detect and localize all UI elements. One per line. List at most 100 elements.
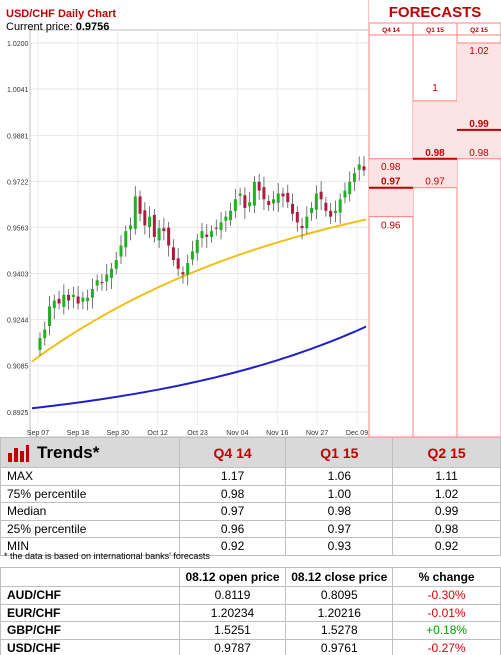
- candle: [129, 217, 133, 241]
- x-tick-label: Nov 16: [266, 430, 288, 437]
- candle-body: [62, 294, 66, 307]
- percent-change: +0.18%: [392, 621, 501, 640]
- candle-body: [348, 181, 352, 195]
- percent-change: -0.27%: [392, 638, 501, 655]
- trends-heading-cell: Trends*: [0, 437, 180, 468]
- candle-body: [95, 280, 99, 286]
- candle-body: [338, 199, 342, 213]
- candle: [219, 212, 223, 240]
- trends-value: 0.98: [178, 484, 287, 503]
- chart-area: 1.0200 1.0041 0.9881 0.9722 0.9563 0.9403 0.92…: [6, 0, 501, 438]
- candle-body: [90, 289, 94, 298]
- candle-body: [48, 306, 52, 327]
- pair: AUD/CHF: [0, 586, 180, 605]
- forecast-heading-bg: [369, 0, 501, 23]
- current-price: Current price: 0.9756: [6, 21, 109, 33]
- candle-body: [195, 239, 199, 254]
- x-tick-label: Dec 09: [346, 430, 368, 437]
- candle-body: [167, 227, 171, 246]
- candle-body: [329, 210, 333, 217]
- candle-body: [229, 210, 233, 221]
- trends-row: MAX 1.17 1.06 1.11: [0, 467, 501, 486]
- trends-value: 0.96: [178, 519, 287, 538]
- trends-row-label: 75% percentile: [0, 484, 180, 503]
- y-tick-label: 0.9403: [7, 272, 29, 279]
- candle: [267, 195, 271, 211]
- current-price-value: 0.9756: [75, 21, 110, 33]
- candle-body: [357, 164, 361, 170]
- candle-body: [252, 181, 256, 206]
- candle: [214, 219, 218, 236]
- trends-row: Median 0.97 0.98 0.99: [0, 502, 501, 521]
- candle-body: [186, 262, 190, 275]
- candle-body: [157, 228, 161, 241]
- candle-body: [219, 222, 223, 230]
- candle-body: [152, 214, 156, 237]
- candle: [324, 196, 328, 217]
- candle-body: [200, 231, 204, 239]
- trends-value: 0.98: [392, 519, 501, 538]
- candle: [181, 266, 185, 284]
- trends-table: Trends* Q4 14 Q1 15 Q2 15 MAX 1.17 1.06 1.1…: [0, 437, 501, 556]
- candle-body: [176, 258, 180, 269]
- x-tick-label: Sep 18: [67, 430, 89, 437]
- candle-body: [257, 181, 261, 191]
- trends-heading: Trends*: [37, 442, 100, 462]
- trends-row: 75% percentile 0.98 1.00 1.02: [0, 484, 501, 503]
- changes-col-pair: [0, 567, 180, 587]
- candle-body: [114, 260, 118, 269]
- trends-col-q2-15: Q2 15: [392, 437, 501, 468]
- forecast-max-label: 1.02: [469, 46, 489, 57]
- candle-body: [162, 228, 166, 232]
- candle: [133, 185, 137, 235]
- candle: [271, 191, 275, 211]
- candle-body: [333, 210, 337, 214]
- forecast-median-label: 0.98: [425, 148, 445, 159]
- candle: [109, 262, 113, 289]
- candle: [38, 332, 42, 356]
- forecast-median-label: 0.99: [469, 119, 489, 130]
- candle: [57, 290, 61, 310]
- changes-col-close: 08.12 close price: [285, 567, 394, 587]
- candle: [338, 193, 342, 224]
- candle-body: [262, 187, 266, 200]
- trends-value: 0.99: [392, 502, 501, 521]
- candle-body: [362, 166, 366, 171]
- candle-body: [129, 225, 133, 230]
- candle-body: [205, 234, 209, 237]
- candle: [224, 210, 228, 232]
- candle-body: [143, 210, 147, 226]
- candle: [310, 202, 314, 221]
- candle-body: [119, 245, 123, 257]
- trends-value: 0.98: [285, 502, 394, 521]
- open-price: 1.20234: [178, 603, 287, 622]
- trends-row-label: MAX: [0, 467, 180, 486]
- candle-body: [319, 191, 323, 200]
- changes-row: GBP/CHF 1.5251 1.5278 +0.18%: [0, 621, 501, 640]
- candle: [162, 217, 166, 241]
- candle-body: [109, 268, 113, 279]
- candle-body: [324, 202, 328, 211]
- candle-body: [243, 195, 247, 208]
- candle: [210, 225, 214, 243]
- candle: [276, 183, 280, 213]
- percent-change: -0.01%: [392, 603, 501, 622]
- candle: [362, 155, 366, 177]
- open-price: 0.8119: [178, 586, 287, 605]
- pair: GBP/CHF: [0, 621, 180, 640]
- y-tick-label: 0.9881: [7, 133, 29, 140]
- candle: [52, 294, 56, 320]
- candle: [86, 289, 90, 311]
- y-tick-label: 0.9563: [7, 225, 29, 232]
- candle: [81, 291, 85, 310]
- candle: [291, 193, 295, 222]
- candle: [248, 191, 252, 213]
- candle-body: [224, 216, 228, 221]
- forecast-col-label: Q1 15: [426, 27, 444, 34]
- candle: [152, 209, 156, 243]
- candle-body: [71, 294, 75, 298]
- forecast-col-label: Q4 14: [382, 27, 400, 34]
- candle-body: [210, 231, 214, 237]
- candle: [305, 206, 309, 235]
- close-price: 1.20216: [285, 603, 394, 622]
